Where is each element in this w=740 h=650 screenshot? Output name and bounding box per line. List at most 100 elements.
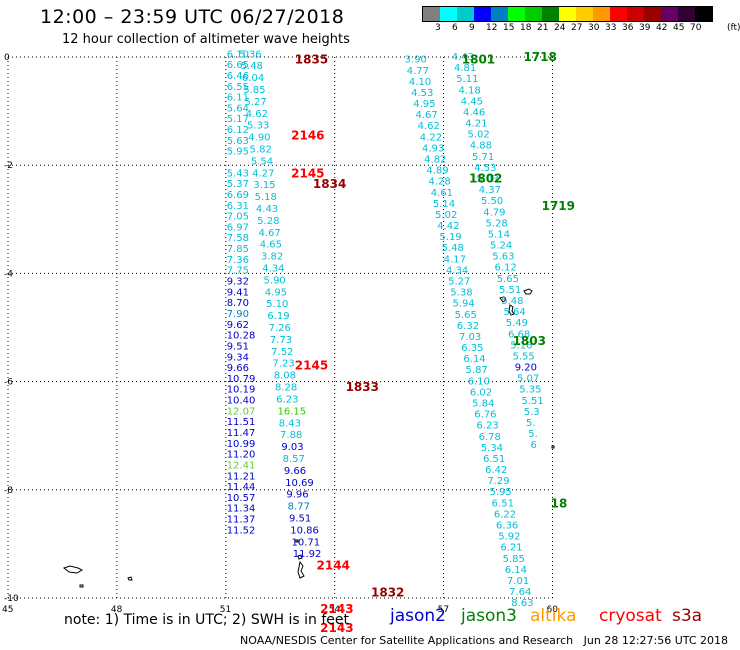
legend-swatch <box>695 7 712 21</box>
island-outline <box>295 539 299 543</box>
latitude-tick-label: -10 <box>4 594 19 604</box>
wave-height-value: 5.85 <box>243 85 265 96</box>
longitude-tick-label: 54 <box>329 605 341 615</box>
wave-height-value: 4.90 <box>248 133 270 144</box>
island-outline <box>297 554 303 560</box>
wave-height-value: 12.07 <box>227 406 256 417</box>
wave-height-value: 9.03 <box>281 442 303 453</box>
wave-height-value: 9.20 <box>515 363 537 374</box>
wave-height-value: 10.69 <box>285 478 314 489</box>
wave-height-value: 4.61 <box>431 188 453 199</box>
wave-height-values: 6.106.656.466.556.115.645.176.125.635.95… <box>227 49 544 609</box>
wave-height-value: 4.62 <box>246 109 268 120</box>
wave-height-value: 5.16 <box>510 340 532 351</box>
wave-height-value: 11.92 <box>293 549 322 560</box>
legend-swatch <box>627 7 644 21</box>
map-title: 12:00 – 23:59 UTC 06/27/2018 <box>40 6 345 28</box>
wave-height-value: 5.65 <box>455 310 477 321</box>
wave-height-value: 10.86 <box>290 525 319 536</box>
wave-height-value: 9.51 <box>289 513 311 524</box>
wave-height-value: 11.44 <box>227 482 256 493</box>
legend-swatch <box>525 7 542 21</box>
wave-height-value: 4.89 <box>426 166 448 177</box>
wave-height-value: 5.33 <box>247 121 269 132</box>
legend-label: 45 <box>673 23 685 33</box>
wave-height-value: 4.53 <box>411 88 433 99</box>
legend-swatch <box>423 7 440 21</box>
wave-height-value: 9.62 <box>227 320 249 331</box>
legend-label: 21 <box>537 23 549 33</box>
wave-height-value: 5.36 <box>239 49 261 60</box>
legend-swatch <box>661 7 678 21</box>
wave-height-value: 5.37 <box>227 179 249 190</box>
wave-height-value: 11.52 <box>227 525 256 536</box>
wave-height-value: 8.08 <box>274 371 296 382</box>
wave-height-value: 6.65 <box>227 60 249 71</box>
wave-height-value: 5.17 <box>227 114 249 125</box>
wave-height-value: 8.77 <box>288 502 310 513</box>
land-outlines <box>62 288 555 588</box>
legend-swatch <box>508 7 525 21</box>
legend-label: 24 <box>554 23 566 33</box>
satellite-jason2: jason2 <box>390 606 446 626</box>
wave-height-value: 5.51 <box>499 285 521 296</box>
legend-label: 33 <box>605 23 617 33</box>
wave-height-value: 5.18 <box>255 192 277 203</box>
wave-height-value: 5.82 <box>250 145 272 156</box>
wave-height-value: 5.94 <box>452 299 474 310</box>
wave-height-value: 5. <box>526 418 536 429</box>
wave-height-value: 9.32 <box>227 277 249 288</box>
wave-height-value: 4.67 <box>258 228 280 239</box>
wave-height-value: 5.48 <box>501 296 523 307</box>
wave-height-value: 5.50 <box>481 196 503 207</box>
wave-height-value: 6.23 <box>476 421 498 432</box>
wave-height-value: 6.55 <box>227 82 249 93</box>
wave-height-value: 7.05 <box>227 212 249 223</box>
wave-height-value: 10.79 <box>227 374 256 385</box>
wave-height-value: 7.52 <box>271 347 293 358</box>
wave-height-value: 5.19 <box>439 232 461 243</box>
wave-height-value: 6.32 <box>457 321 479 332</box>
pass-time-label: 1832 <box>371 586 404 600</box>
wave-height-value: 5.64 <box>227 103 249 114</box>
wave-height-value: 7.29 <box>487 476 509 487</box>
wave-height-value: 5.14 <box>488 229 510 240</box>
wave-height-value: 8.43 <box>279 418 301 429</box>
legend-swatch <box>559 7 576 21</box>
wave-height-value: 5.48 <box>241 61 263 72</box>
map-grid <box>7 56 553 599</box>
wave-height-value: 4.67 <box>415 110 437 121</box>
legend-label: 39 <box>639 23 651 33</box>
satellite-jason3: jason3 <box>461 606 517 626</box>
wave-height-value: 3.15 <box>253 180 275 191</box>
wave-height-value: 5.11 <box>456 74 478 85</box>
wave-height-value: 6.31 <box>227 201 249 212</box>
wave-height-value: 9.51 <box>227 341 249 352</box>
wave-height-value: 5. <box>528 429 538 440</box>
wave-height-value: 4.34 <box>446 265 468 276</box>
wave-height-value: 9.34 <box>227 352 249 363</box>
axis-labels: 45 48 51 54 57 60 0 -2 -4 -6 -8 -10 <box>2 53 558 615</box>
wave-height-value: 6.11 <box>227 93 249 104</box>
pass-time-labels: 1835214621451834214518332144183221432143… <box>291 50 575 635</box>
wave-height-value: 5.63 <box>227 136 249 147</box>
wave-height-value: 5.92 <box>498 532 520 543</box>
wave-height-value: 5.65 <box>497 274 519 285</box>
wave-height-value: 4.27 <box>252 168 274 179</box>
wave-height-value: 6.02 <box>470 387 492 398</box>
wave-height-value: 9.41 <box>227 287 249 298</box>
wave-height-value: 6.12 <box>495 263 517 274</box>
wave-height-value: 6.23 <box>276 394 298 405</box>
wave-height-value: 7.23 <box>272 359 294 370</box>
wave-height-value: 6.14 <box>505 565 527 576</box>
pass-time-label: 18 <box>551 496 568 510</box>
latitude-tick-label: -4 <box>4 269 13 279</box>
legend-swatch <box>610 7 627 21</box>
legend-label: 42 <box>656 23 668 33</box>
wave-height-value: 5.85 <box>503 554 525 565</box>
pass-time-label: 1802 <box>469 172 502 186</box>
wave-height-value: 4.62 <box>418 121 440 132</box>
footer-timestamp: Jun 28 12:27:56 UTC 2018 <box>583 634 729 647</box>
island-outline <box>62 565 84 574</box>
